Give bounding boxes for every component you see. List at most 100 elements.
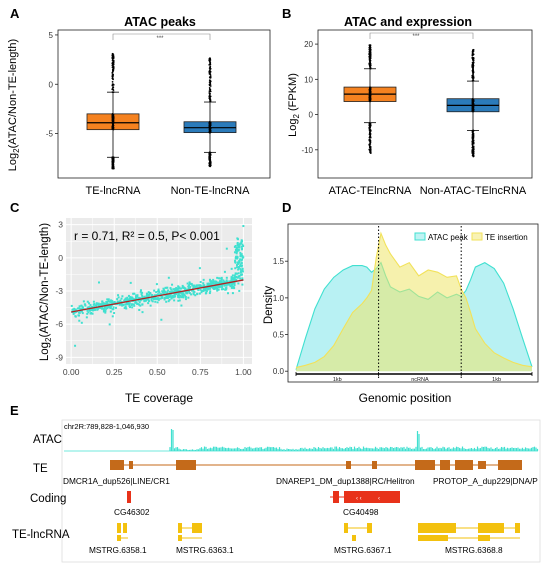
scatter-point (186, 288, 189, 291)
scatter-point (92, 309, 95, 312)
scatter-point (220, 288, 223, 291)
scatter-point (207, 283, 210, 286)
panel-b: ATAC and expression Log2 (FPKM) -10 0 10 20… (287, 15, 533, 197)
scatter-point (134, 301, 137, 304)
panel-a-significance: *** (156, 36, 164, 42)
scatter-point (173, 292, 176, 295)
scatter-point (72, 312, 75, 315)
outlier-point (369, 50, 372, 53)
scatter-point (139, 304, 142, 307)
scatter-point (111, 315, 114, 318)
scatter-point (107, 298, 110, 301)
scatter-point (138, 308, 141, 311)
outlier-point (369, 44, 372, 47)
scatter-point (165, 300, 168, 303)
outlier-point (208, 86, 211, 89)
scatter-point (236, 250, 239, 253)
scatter-point (202, 282, 205, 285)
scatter-point (230, 267, 233, 270)
scatter-point (129, 281, 132, 284)
scatter-point (188, 284, 191, 287)
scatter-point (113, 312, 116, 315)
scatter-point (230, 276, 233, 279)
outlier-point (111, 160, 114, 163)
scatter-point (109, 299, 112, 302)
scatter-point (177, 292, 180, 295)
y-tick-label: 1.0 (273, 294, 285, 303)
scatter-point (222, 283, 225, 286)
scatter-point (232, 277, 235, 280)
panel-a-category-2: Non-TE-lncRNA (171, 185, 251, 197)
scatter-point (128, 297, 131, 300)
scatter-point (221, 281, 224, 284)
scatter-point (225, 287, 228, 290)
scatter-point (241, 277, 244, 280)
scatter-point (237, 262, 240, 265)
scatter-point (185, 288, 188, 291)
outlier-point (208, 156, 211, 159)
panel-e-frame (61, 419, 541, 563)
scatter-point (150, 294, 153, 297)
scatter-point (222, 279, 225, 282)
scatter-point (166, 297, 169, 300)
scatter-point (177, 285, 180, 288)
y-tick-label: 0.0 (273, 367, 285, 376)
scatter-point (234, 251, 237, 254)
y-tick-label: -9 (55, 352, 63, 362)
scatter-point (101, 307, 104, 310)
scatter-point (107, 306, 110, 309)
scatter-point (91, 312, 94, 315)
scatter-point (177, 296, 180, 299)
scatter-point (89, 306, 92, 309)
scatter-point (175, 292, 178, 295)
x-tick-label: 1.00 (235, 367, 252, 377)
outlier-point (208, 90, 211, 93)
outlier-point (111, 77, 114, 80)
outlier-point (111, 76, 114, 78)
panel-a-category-1: TE-lncRNA (85, 185, 141, 197)
scatter-point (137, 299, 140, 302)
scatter-point (162, 292, 165, 295)
scatter-point (147, 302, 150, 305)
scatter-point (158, 297, 161, 300)
scatter-point (119, 303, 122, 306)
data-point (209, 131, 212, 133)
scatter-point (191, 289, 194, 292)
scatter-point (236, 244, 239, 247)
scatter-point (199, 288, 202, 291)
scatter-point (70, 304, 73, 307)
outlier-point (472, 73, 475, 76)
lncrna-feature (352, 535, 356, 541)
scatter-point (184, 288, 187, 291)
outlier-point (208, 60, 211, 63)
scatter-point (172, 288, 175, 291)
x-tick-label: 0.50 (149, 367, 166, 377)
scatter-point (132, 303, 135, 306)
outlier-point (368, 65, 371, 67)
outlier-point (112, 67, 115, 70)
panel-b-category-2: Non-ATAC-TElncRNA (420, 185, 527, 197)
y-tick-label: 0.5 (273, 331, 285, 340)
scatter-point (145, 292, 148, 295)
scatter-point (175, 287, 178, 290)
scatter-point (221, 286, 224, 289)
scatter-point (92, 303, 95, 306)
scatter-point (181, 295, 184, 298)
scatter-point (199, 284, 202, 287)
outlier-point (208, 79, 211, 82)
te-lncrna-track: MSTRG.6358.1 MSTRG.6363.1 MSTRG.6367.1 M… (89, 523, 520, 555)
scatter-point (73, 309, 76, 312)
outlier-point (111, 57, 114, 60)
scatter-point (83, 303, 86, 306)
y-tick-label: 3 (58, 220, 63, 230)
lncrna-feature (123, 523, 127, 533)
scatter-point (97, 303, 100, 306)
outlier-point (209, 73, 212, 76)
outlier-point (471, 133, 474, 136)
outlier-point (112, 159, 115, 162)
scatter-point (178, 286, 181, 289)
scatter-point (103, 308, 106, 311)
scatter-point (225, 247, 228, 250)
scatter-point (135, 302, 138, 305)
scatter-point (168, 290, 171, 293)
